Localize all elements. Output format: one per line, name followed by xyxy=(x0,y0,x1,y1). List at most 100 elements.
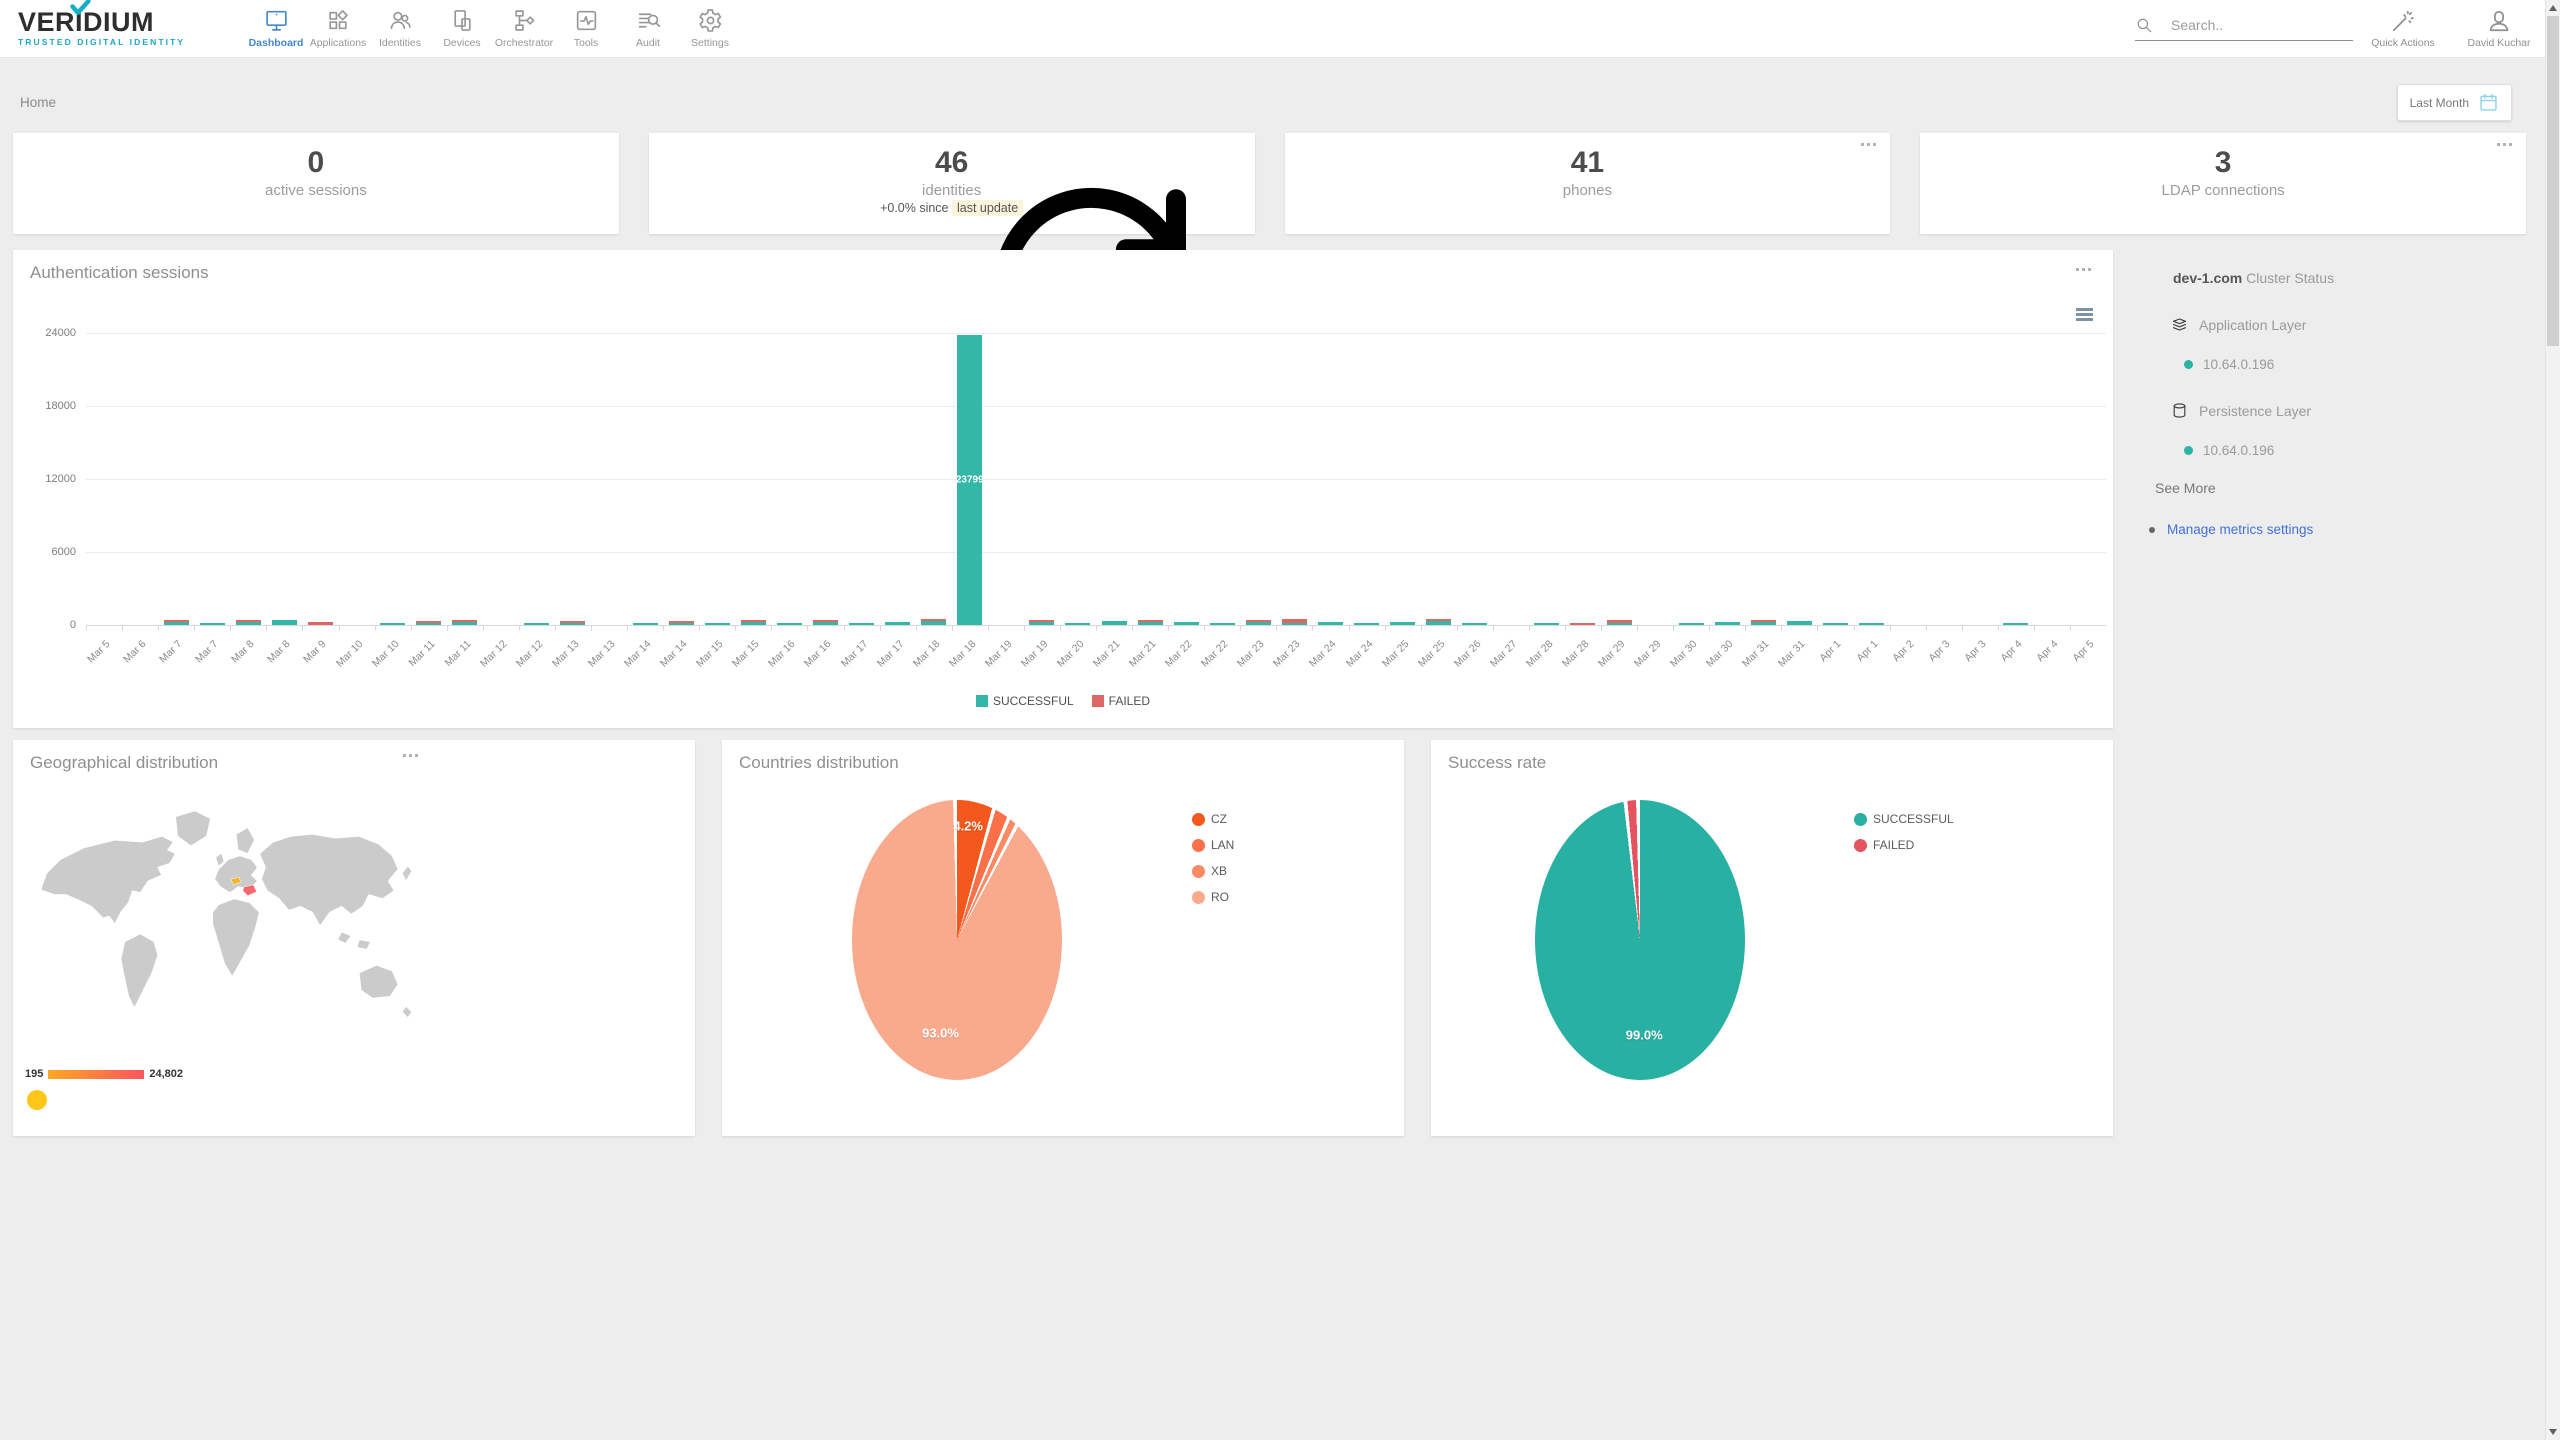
bar-mar-31[interactable] xyxy=(1745,620,1781,625)
bar-mar-22[interactable] xyxy=(1204,622,1240,625)
legend-item-ro[interactable]: RO xyxy=(1192,890,1234,904)
quick-actions-button[interactable]: Quick Actions xyxy=(2357,8,2449,49)
bar-mar-8[interactable] xyxy=(266,619,302,625)
bar-mar-16[interactable] xyxy=(771,622,807,625)
nav-item-identities[interactable]: Identities xyxy=(369,0,431,57)
bar-mar-21[interactable] xyxy=(1096,621,1132,625)
bar-mar-14[interactable] xyxy=(663,621,699,625)
bar-apr-4[interactable] xyxy=(1998,623,2034,625)
nav-item-dashboard[interactable]: Dashboard xyxy=(245,0,307,57)
search-input[interactable] xyxy=(2171,17,2331,33)
x-tick xyxy=(1276,626,1278,631)
search-box[interactable] xyxy=(2135,16,2353,41)
bar-segment-failed xyxy=(163,620,189,623)
bar-mar-30[interactable] xyxy=(1709,621,1745,625)
x-tick xyxy=(1889,626,1891,631)
bar-mar-29[interactable] xyxy=(1601,619,1637,625)
veridium-logo[interactable]: VERIDIUM TRUSTED DIGITAL IDENTITY xyxy=(18,0,223,57)
bar-mar-15[interactable] xyxy=(699,622,735,625)
nav-item-orchestrator[interactable]: Orchestrator xyxy=(493,0,555,57)
user-menu[interactable]: David Kuchar xyxy=(2453,8,2545,49)
bar-mar-11[interactable] xyxy=(411,621,447,625)
legend-item-successful[interactable]: SUCCESSFUL xyxy=(1854,812,1954,826)
bar-mar-25[interactable] xyxy=(1421,619,1457,625)
tools-icon xyxy=(574,8,599,33)
bar-mar-11[interactable] xyxy=(447,620,483,625)
x-axis-tick-label: Mar 5 xyxy=(85,638,113,666)
bar-mar-28[interactable] xyxy=(1529,623,1565,625)
bar-mar-18[interactable]: 23799 xyxy=(952,335,988,625)
bar-mar-16[interactable] xyxy=(807,619,843,625)
breadcrumb[interactable]: Home xyxy=(20,95,57,110)
chart-context-menu-icon[interactable] xyxy=(2076,308,2093,321)
bar-mar-18[interactable] xyxy=(916,619,952,625)
bar-mar-31[interactable] xyxy=(1781,620,1817,625)
bar-mar-26[interactable] xyxy=(1457,623,1493,625)
panel-menu-icon[interactable] xyxy=(403,754,418,757)
nav-item-audit[interactable]: Audit xyxy=(617,0,679,57)
x-axis-tick-label: Mar 10 xyxy=(333,638,366,670)
cluster-title: dev-1.com Cluster Status xyxy=(2155,270,2543,286)
bar-segment-successful xyxy=(921,621,947,625)
vertical-scrollbar[interactable] xyxy=(2545,0,2560,1440)
geo-bubble-marker[interactable] xyxy=(27,1090,47,1110)
legend-item-cz[interactable]: CZ xyxy=(1192,812,1234,826)
bar-mar-17[interactable] xyxy=(880,622,916,625)
bar-segment-successful xyxy=(1029,621,1055,625)
bar-mar-21[interactable] xyxy=(1132,619,1168,625)
bar-segment-successful xyxy=(1245,621,1271,625)
bar-segment-failed xyxy=(1281,619,1307,623)
nav-item-devices[interactable]: Devices xyxy=(431,0,493,57)
see-more-link[interactable]: See More xyxy=(2155,480,2216,496)
cluster-node[interactable]: 10.64.0.196 xyxy=(2155,443,2543,458)
card-menu-icon[interactable] xyxy=(2497,143,2512,146)
legend-item-successful[interactable]: SUCCESSFUL xyxy=(975,694,1074,708)
nav-item-tools[interactable]: Tools xyxy=(555,0,617,57)
bar-mar-10[interactable] xyxy=(375,623,411,625)
bar-mar-19[interactable] xyxy=(1024,619,1060,625)
card-menu-icon[interactable] xyxy=(1861,143,1877,146)
bar-mar-23[interactable] xyxy=(1240,619,1276,625)
manage-metrics-link[interactable]: Manage metrics settings xyxy=(2167,522,2314,537)
bar-mar-20[interactable] xyxy=(1060,622,1096,625)
bar-mar-7[interactable] xyxy=(194,622,230,625)
bar-segment-successful xyxy=(1281,623,1307,625)
legend-item-failed[interactable]: FAILED xyxy=(1854,838,1954,852)
period-selector-button[interactable]: Last Month xyxy=(2396,84,2512,121)
success-rate-pie-chart[interactable] xyxy=(1535,800,1745,1080)
nav-item-settings[interactable]: Settings xyxy=(679,0,741,57)
bar-mar-24[interactable] xyxy=(1349,622,1385,625)
bar-mar-30[interactable] xyxy=(1673,623,1709,625)
legend-item-lan[interactable]: LAN xyxy=(1192,838,1234,852)
bar-mar-22[interactable] xyxy=(1168,622,1204,625)
bar-segment-successful xyxy=(1859,623,1885,625)
bar-mar-13[interactable] xyxy=(555,621,591,625)
nav-item-applications[interactable]: Applications xyxy=(307,0,369,57)
scroll-down-icon[interactable] xyxy=(2549,1429,2557,1435)
bar-mar-8[interactable] xyxy=(230,619,266,625)
countries-distribution-panel: Countries distribution CZ LAN XB RO 4.2% 93.… xyxy=(722,740,1404,1136)
bar-mar-28[interactable] xyxy=(1565,623,1601,625)
legend-item-failed[interactable]: FAILED xyxy=(1091,694,1150,708)
countries-pie-chart[interactable] xyxy=(852,800,1062,1080)
scroll-up-icon[interactable] xyxy=(2549,5,2557,11)
bar-mar-12[interactable] xyxy=(519,622,555,625)
bar-apr-1[interactable] xyxy=(1817,622,1853,625)
panel-menu-icon[interactable] xyxy=(2076,268,2091,271)
bar-mar-23[interactable] xyxy=(1276,619,1312,625)
bar-mar-25[interactable] xyxy=(1385,622,1421,625)
bar-mar-7[interactable] xyxy=(158,620,194,625)
cluster-node[interactable]: 10.64.0.196 xyxy=(2155,357,2543,372)
legend-item-xb[interactable]: XB xyxy=(1192,864,1234,878)
world-map[interactable] xyxy=(27,794,447,1056)
bar-mar-9[interactable] xyxy=(302,621,338,625)
x-axis-tick-label: Apr 4 xyxy=(1998,638,2025,665)
scrollbar-thumb[interactable] xyxy=(2547,16,2559,346)
bar-apr-1[interactable] xyxy=(1854,623,1890,625)
period-label: Last Month xyxy=(2409,95,2469,110)
bar-mar-14[interactable] xyxy=(627,623,663,625)
bar-mar-17[interactable] xyxy=(844,622,880,625)
bar-segment-failed xyxy=(1245,619,1271,622)
bar-mar-24[interactable] xyxy=(1312,622,1348,625)
bar-mar-15[interactable] xyxy=(735,619,771,625)
